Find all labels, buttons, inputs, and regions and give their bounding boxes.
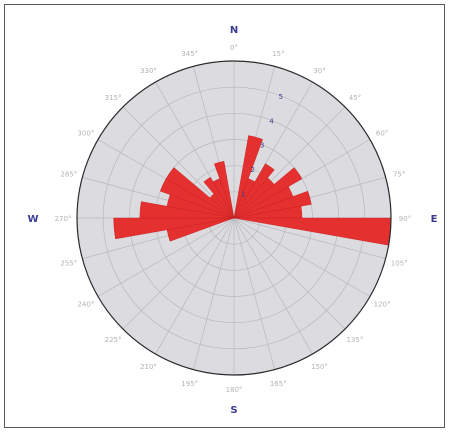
angle-tick-label: 30°	[313, 67, 325, 75]
rose-bar	[233, 163, 275, 219]
angle-tick-label: 270°	[55, 215, 72, 223]
angle-tick-label: 210°	[140, 363, 157, 371]
angle-tick-label: 15°	[272, 50, 284, 58]
grid-spoke	[193, 217, 235, 370]
radial-tick-label: 1	[241, 191, 245, 199]
rose-bar	[165, 167, 235, 219]
grid-spoke	[233, 217, 346, 330]
rose-bar	[233, 190, 312, 219]
angle-tick-label: 195°	[181, 380, 198, 388]
rose-bar	[113, 217, 235, 240]
radial-tick-labels: 1 2 3 4 5	[241, 93, 283, 199]
angle-tick-label: 135°	[346, 336, 363, 344]
radial-tick-label: 4	[269, 117, 274, 125]
angle-tick-label: 0°	[230, 44, 238, 52]
angle-tick-label: 240°	[77, 301, 94, 309]
plot-outline	[76, 60, 392, 376]
angle-tick-label: 45°	[349, 94, 361, 102]
rose-bar	[233, 167, 303, 219]
radial-tick-label: 2	[251, 166, 255, 174]
angle-tick-label: 345°	[181, 50, 198, 58]
grid-spoke	[97, 217, 235, 297]
grid-spoke	[233, 217, 275, 370]
bars	[113, 135, 392, 246]
angle-tick-label: 285°	[60, 171, 77, 179]
angle-tick-label: 120°	[374, 301, 391, 309]
cardinal-east: E	[431, 214, 438, 225]
angle-tick-label: 75°	[393, 171, 405, 179]
grid-spoke	[233, 217, 371, 297]
angle-tick-label: 330°	[140, 67, 157, 75]
grid-spoke	[233, 217, 313, 355]
cardinal-south: S	[230, 405, 237, 416]
grid-spoke	[122, 217, 235, 330]
angle-tick-label: 180°	[226, 386, 243, 394]
cardinal-labels: N E S W	[27, 25, 437, 416]
angle-tick-label: 90°	[399, 215, 411, 223]
angle-tick-label: 60°	[376, 130, 388, 138]
angle-tick-label: 225°	[105, 336, 122, 344]
rose-bar	[233, 135, 263, 219]
angle-tick-label: 165°	[270, 380, 287, 388]
angle-tick-label: 315°	[105, 94, 122, 102]
angle-tick-label: 300°	[77, 130, 94, 138]
rose-bar	[203, 176, 235, 219]
radial-tick-label: 5	[279, 93, 283, 101]
cardinal-west: W	[27, 214, 38, 225]
grid-spoke	[233, 217, 386, 259]
angle-tick-label: 150°	[311, 363, 328, 371]
radial-tick-label: 3	[260, 142, 264, 150]
angle-tick-label: 255°	[60, 259, 77, 267]
cardinal-north: N	[230, 25, 238, 36]
angle-tick-labels: 0° 15° 30° 45° 60° 75° 90° 105° 120° 135° 150° 165°…	[55, 44, 412, 394]
angle-tick-label: 105°	[391, 259, 408, 267]
rose-bar	[214, 161, 235, 219]
grid-spoke	[155, 217, 235, 355]
